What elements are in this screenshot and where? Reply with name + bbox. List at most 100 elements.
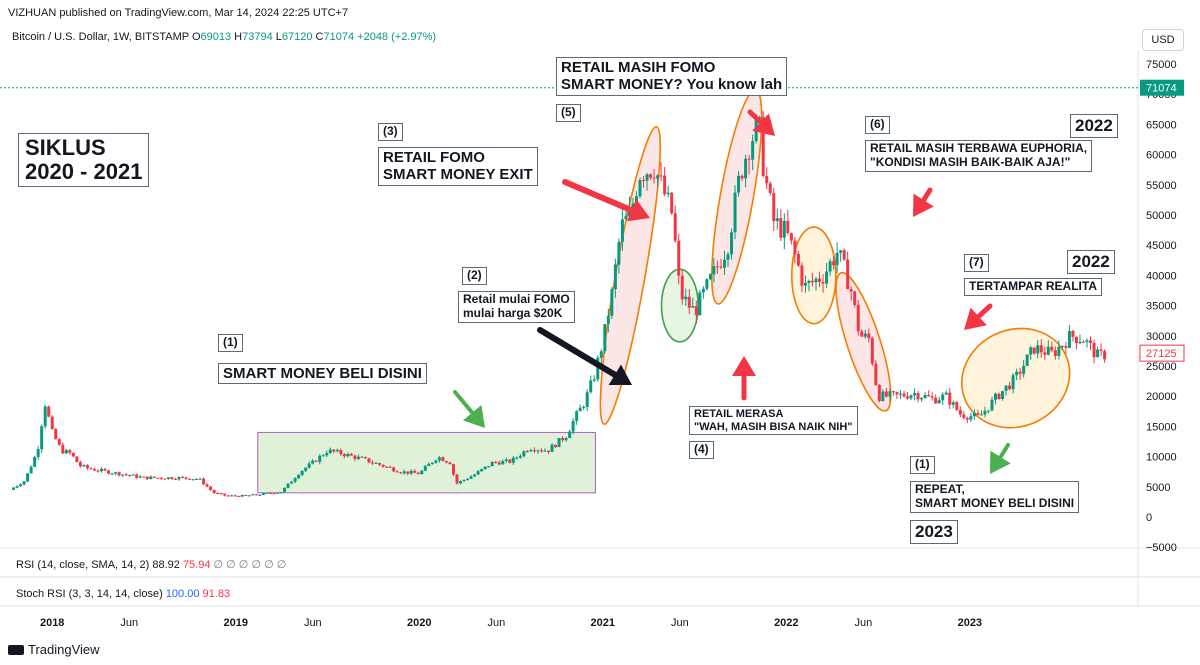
candle-body [170,477,174,480]
year-2022-label-a: 2022 [1070,114,1118,138]
candle-body [54,429,58,440]
candle-body [691,306,695,308]
candle-body [793,240,797,254]
step-1b-label: (1) [910,456,935,474]
candle-body [1022,365,1026,374]
candle-body [860,331,864,337]
candle-body [543,450,547,452]
black-arrow [608,364,632,386]
candle-body [265,492,269,494]
step-7-label: (7) [964,254,989,272]
siklus-label: SIKLUS 2020 - 2021 [18,133,150,188]
green-arrow [990,450,1011,474]
candle-body [180,476,184,478]
candle-body [57,439,61,445]
candle-body [402,471,406,474]
candle-body [582,406,586,408]
candle-body [941,394,945,401]
candle-body [504,459,508,462]
retail-merasa-label: RETAIL MERASA "WAH, MASIH BISA NAIK NIH" [689,406,858,436]
candle-body [258,494,262,496]
y-tick-label: 30000 [1146,331,1177,343]
candle-body [554,444,558,448]
candle-body [138,476,142,478]
candle-body [684,296,688,300]
candle-body [744,158,748,179]
candle-body [237,495,241,497]
candle-body [779,218,783,238]
candle-body [656,175,660,179]
candle-body [29,466,33,474]
candle-body [867,333,871,339]
candle-body [758,117,762,119]
candle-body [782,220,786,238]
candle-body [110,473,114,475]
candle-body [177,476,181,480]
candle-body [423,466,427,471]
last-price-label: 27125 [1146,348,1177,360]
candle-body [378,463,382,465]
tradingview-logo[interactable]: TradingView [8,642,100,657]
candle-body [835,252,839,266]
candle-body [1064,346,1068,348]
green-arrow [462,404,485,428]
candle-body [1053,350,1057,356]
candle-body [1015,371,1019,376]
candle-body [339,450,343,455]
candle-body [624,216,628,220]
candle-body [388,466,392,468]
candle-body [895,391,899,395]
candle-body [951,402,955,405]
x-tick-label: 2022 [774,617,798,629]
candle-body [61,444,65,454]
candle-body [89,468,93,470]
candle-body [381,464,385,467]
candle-body [796,253,800,266]
published-line: VIZHUAN published on TradingView.com, Ma… [8,7,349,19]
candle-body [578,407,582,412]
candle-body [385,466,389,468]
candle-body [469,476,473,479]
y-tick-label: 35000 [1146,301,1177,313]
candle-body [64,450,68,454]
candle-body [645,174,649,181]
red-arrow [964,307,987,330]
candle-body [501,461,505,465]
accumulation-box [257,431,596,494]
low-value: 67120 [281,31,313,43]
candle-body [525,451,529,453]
y-tick-label: 25000 [1146,361,1177,373]
candle-body [856,304,860,332]
candle-body [349,453,353,456]
candle-body [321,455,325,457]
candle-body [747,158,751,160]
y-tick-label: 75000 [1146,59,1177,71]
candle-body [430,462,434,464]
candle-body [47,406,51,417]
candle-body [592,379,596,381]
candle-body [459,481,463,484]
candle-body [1036,345,1040,354]
red-arrow [626,199,650,222]
candle-body [293,478,297,482]
x-tick-label: 2021 [591,617,615,629]
y-tick-label: 60000 [1146,150,1177,162]
candle-body [318,455,322,462]
candle-body [290,481,294,484]
candle-body [927,395,931,397]
candle-body [1060,346,1064,348]
candle-body [416,472,420,475]
candle-body [223,493,227,496]
candle-body [12,487,16,490]
candle-body [726,254,730,260]
currency-button[interactable]: USD [1142,29,1184,51]
red-arrow [913,193,934,217]
candle-body [342,454,346,457]
year-2022-label-b: 2022 [1067,250,1115,274]
candle-body [1008,385,1012,390]
candle-body [448,462,452,465]
candle-body [877,384,881,402]
candle-body [547,450,551,452]
candle-body [43,406,47,427]
